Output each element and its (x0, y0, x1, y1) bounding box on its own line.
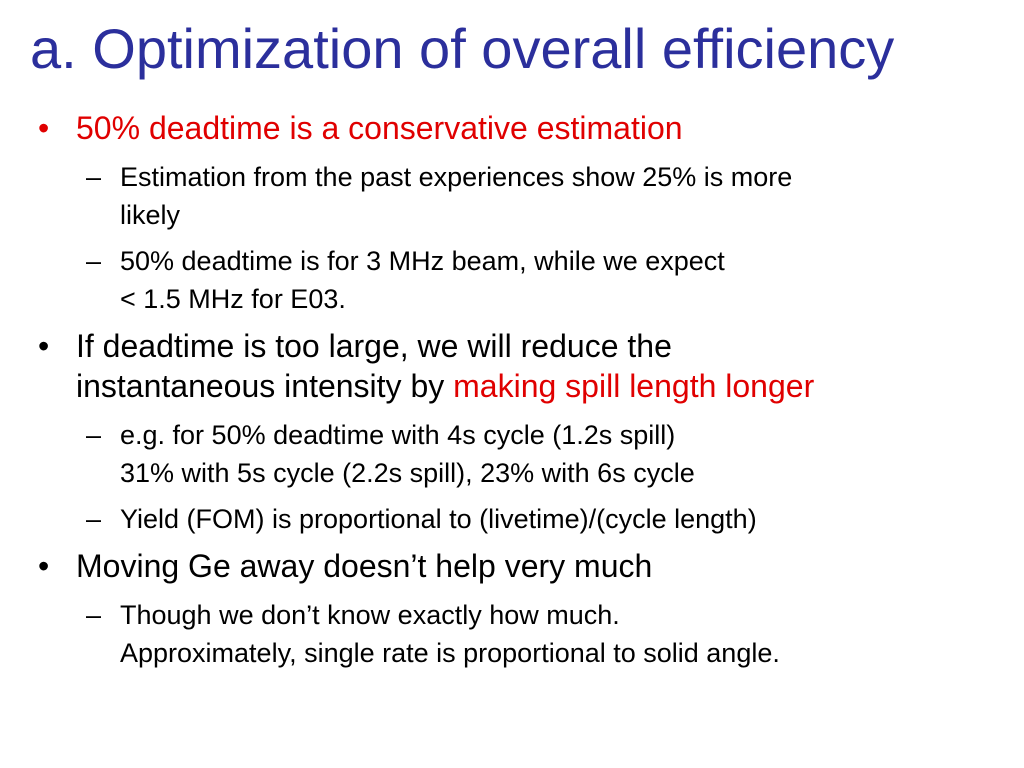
bullet-item-conservative-estimation: • 50% deadtime is a conservative estimat… (38, 108, 1006, 148)
subitem-text-line-1: Yield (FOM) is proportional to (livetime… (120, 504, 757, 534)
bullet-item-moving-ge: • Moving Ge away doesn’t help very much (38, 546, 1006, 586)
subitem-text-line-1: Estimation from the past experiences sho… (120, 162, 793, 192)
subitem-text-line-1: Though we don’t know exactly how much. (120, 600, 620, 630)
bullet-text-line-1: If deadtime is too large, we will reduce… (76, 328, 672, 364)
dash-marker: – (86, 600, 102, 630)
bullet-marker: • (38, 328, 50, 364)
dash-marker: – (86, 162, 102, 192)
bullet-text: Moving Ge away doesn’t help very much (76, 548, 653, 584)
bullet-text: 50% deadtime is a conservative estimatio… (76, 110, 683, 146)
subitem-deadtime-cycle-example: – e.g. for 50% deadtime with 4s cycle (1… (38, 416, 1006, 492)
subitem-text-line-1: e.g. for 50% deadtime with 4s cycle (1.2… (120, 420, 676, 450)
subitem-beam-rate: – 50% deadtime is for 3 MHz beam, while … (38, 242, 1006, 318)
subitem-text-line-2: 31% with 5s cycle (2.2s spill), 23% with… (120, 458, 695, 488)
bullet-text-line-2: instantaneous intensity by making spill … (76, 366, 1006, 406)
subitem-past-experiences: – Estimation from the past experiences s… (38, 158, 1006, 234)
subitem-yield-fom: – Yield (FOM) is proportional to (liveti… (38, 500, 1006, 538)
subitem-text-line-2: < 1.5 MHz for E03. (120, 284, 346, 314)
dash-marker: – (86, 420, 102, 450)
slide-title: a. Optimization of overall efficiency (30, 17, 895, 80)
subitem-text-line-2: Approximately, single rate is proportion… (120, 638, 780, 668)
subitem-text-line-1: 50% deadtime is for 3 MHz beam, while we… (120, 246, 725, 276)
bullet-list: • 50% deadtime is a conservative estimat… (38, 108, 1006, 680)
dash-marker: – (86, 504, 102, 534)
bullet-item-reduce-intensity: • If deadtime is too large, we will redu… (38, 326, 1006, 406)
dash-marker: – (86, 246, 102, 276)
bullet-text-prefix: instantaneous intensity by (76, 368, 454, 404)
highlighted-text: making spill length longer (453, 368, 815, 404)
subitem-text-line-2: likely (120, 200, 181, 230)
subitem-solid-angle: – Though we don’t know exactly how much.… (38, 596, 1006, 672)
bullet-marker: • (38, 548, 50, 584)
bullet-marker: • (38, 110, 50, 146)
